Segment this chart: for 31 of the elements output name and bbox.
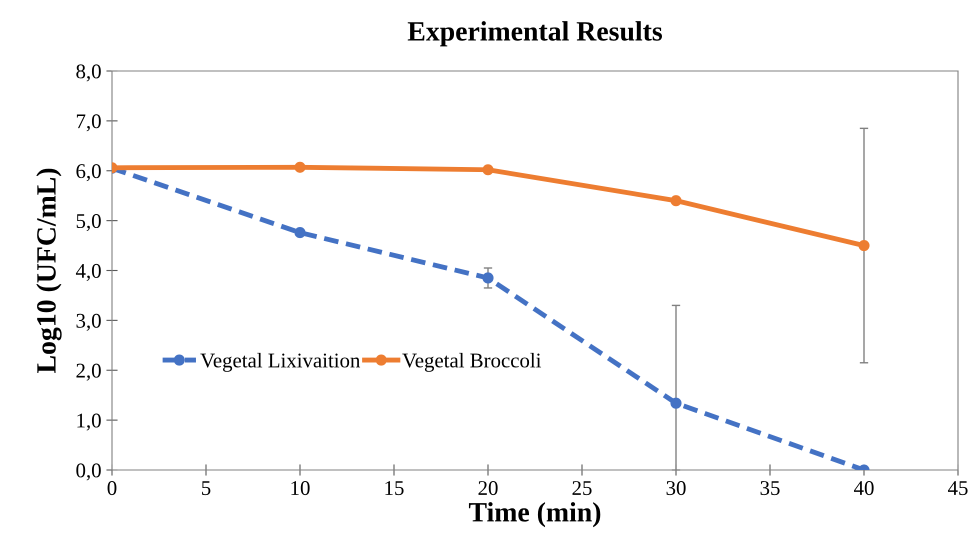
point (670, 398, 682, 409)
chart-title: Experimental Results (408, 21, 662, 46)
x-tick-label: 45 (948, 481, 968, 496)
x-tick-label: 15 (385, 481, 404, 496)
legend-label: Vegetal Lixivaition (200, 352, 360, 372)
y-tick-label: 7,0 (76, 114, 101, 132)
x-tick-label: 40 (854, 481, 874, 496)
x-tick-label: 25 (572, 481, 592, 496)
y-tick-label: 4,0 (76, 264, 101, 281)
y-tick-label: 8,0 (76, 64, 101, 82)
y-tick-label: 6,0 (76, 164, 101, 182)
point (670, 195, 682, 206)
y-tick-label: 1,0 (77, 414, 101, 431)
y-tick-label: 3,0 (76, 314, 101, 331)
x-tick-label: 35 (760, 481, 780, 496)
x-axis-title: Time (min) (468, 502, 600, 528)
point (294, 227, 306, 238)
x-tick-label: 0 (108, 481, 116, 496)
y-tick-label: 5,0 (76, 214, 101, 232)
x-tick-label: 10 (291, 481, 310, 496)
y-axis-title: Log10 (UFC/mL) (36, 168, 62, 374)
x-tick-label: 30 (666, 481, 686, 496)
point (294, 162, 306, 173)
y-tick-label: 2,0 (76, 364, 101, 381)
point (858, 240, 870, 252)
point (482, 164, 494, 176)
x-tick-label: 5 (202, 481, 210, 496)
legend-label: Vegetal Broccoli (402, 352, 542, 372)
x-tick-label: 20 (478, 481, 498, 496)
point (482, 272, 494, 284)
y-tick-label: 0,0 (76, 463, 101, 480)
